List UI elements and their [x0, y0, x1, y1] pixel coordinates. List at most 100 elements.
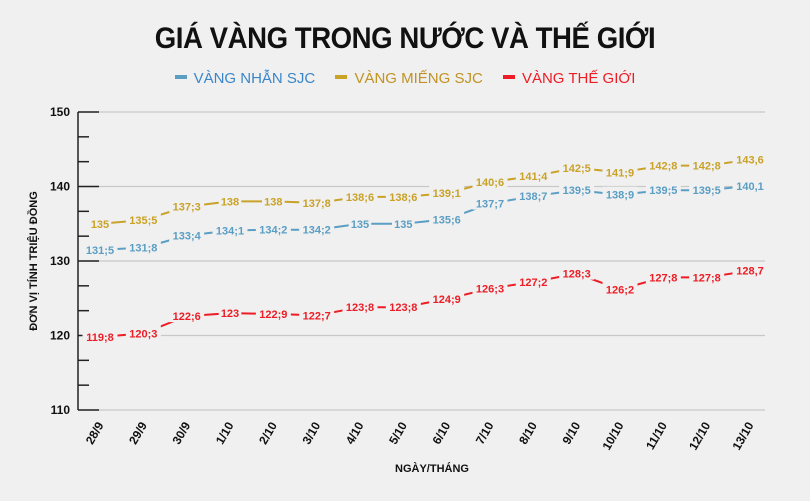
y-axis-title: ĐƠN VỊ TÍNH TRIỆU ĐỒNG: [27, 191, 40, 331]
data-label-bg: [429, 185, 465, 200]
data-label-bg: [559, 182, 595, 197]
data-label-bg: [732, 151, 768, 166]
data-label-bg: [559, 159, 595, 174]
data-label-bg: [342, 299, 378, 314]
data-label-bg: [515, 188, 551, 203]
series-line: [99, 269, 751, 338]
data-label: 126;3: [476, 284, 504, 296]
data-label-bg: [385, 188, 421, 203]
data-label-bg: [125, 239, 161, 254]
series-line: [99, 158, 751, 225]
data-label-bg: [169, 308, 205, 323]
data-label-bg: [602, 164, 638, 179]
data-label: 140;6: [476, 177, 504, 189]
data-label: 142;8: [693, 161, 721, 173]
x-tick-label: 13/10: [729, 419, 756, 452]
legend-label: VÀNG THẾ GIỚI: [521, 70, 636, 87]
data-label-bg: [348, 215, 372, 230]
data-label: 134;2: [259, 225, 287, 237]
data-label-bg: [472, 174, 508, 189]
legend-item-vang-nhan-sjc: VÀNG NHẪN SJC: [174, 70, 315, 87]
legend-swatch-icon: [174, 75, 187, 80]
x-tick-label: 12/10: [686, 419, 713, 452]
data-label-bg: [559, 265, 595, 280]
data-label-bg: [299, 307, 335, 322]
y-tick-label: 140: [50, 180, 70, 194]
data-label: 138: [264, 196, 282, 208]
data-label-bg: [689, 269, 725, 284]
legend-item-vang-the-gioi: VÀNG THẾ GIỚI: [502, 70, 636, 87]
y-tick-label: 120: [50, 329, 70, 343]
data-label-bg: [732, 177, 768, 192]
data-label: 122;6: [173, 311, 201, 323]
data-label: 142;5: [563, 163, 591, 175]
data-label: 127;8: [693, 272, 721, 284]
data-label: 137;3: [173, 202, 201, 214]
data-label: 128;3: [563, 269, 591, 281]
data-label: 141;9: [606, 167, 634, 179]
data-label: 139;5: [563, 185, 591, 197]
data-label: 135: [91, 219, 109, 231]
data-label-bg: [255, 305, 291, 320]
data-label-bg: [88, 215, 112, 230]
data-label-bg: [385, 299, 421, 314]
x-tick-label: 5/10: [386, 419, 410, 447]
data-label: 138;9: [606, 190, 634, 202]
data-label-bg: [429, 290, 465, 305]
data-label: 119;8: [86, 332, 114, 344]
data-label-bg: [125, 212, 161, 227]
data-label: 139;5: [693, 185, 721, 197]
data-label: 123;8: [346, 302, 374, 314]
series-line: [99, 184, 751, 251]
legend-item-vang-mieng-sjc: VÀNG MIẾNG SJC: [335, 70, 483, 87]
data-label: 122;9: [259, 309, 287, 321]
data-label-bg: [732, 262, 768, 277]
data-label: 141;4: [519, 171, 548, 183]
y-tick-label: 130: [50, 254, 70, 268]
data-label: 127;8: [649, 272, 677, 284]
x-tick-label: 8/10: [516, 419, 540, 447]
data-label-bg: [472, 195, 508, 210]
data-label-bg: [212, 222, 248, 237]
legend-swatch-icon: [502, 75, 515, 80]
x-tick-label: 9/10: [559, 419, 583, 447]
data-label: 126;2: [606, 284, 634, 296]
data-label-bg: [299, 194, 335, 209]
data-label: 134;1: [216, 225, 244, 237]
data-label-bg: [515, 273, 551, 288]
data-label-bg: [82, 328, 118, 343]
data-label-bg: [429, 211, 465, 226]
data-label-bg: [218, 305, 242, 320]
data-label-bg: [299, 221, 335, 236]
data-label: 135: [394, 219, 412, 231]
data-label-bg: [689, 157, 725, 172]
data-label: 135: [351, 219, 369, 231]
x-axis-title: NGÀY/THÁNG: [395, 462, 469, 475]
data-label: 123;8: [389, 302, 417, 314]
data-label: 140,1: [736, 181, 764, 193]
data-label: 131;8: [129, 243, 157, 255]
data-label: 120;3: [129, 328, 157, 340]
x-tick-label: 2/10: [256, 419, 280, 447]
data-label: 124;9: [433, 294, 461, 306]
x-tick-label: 11/10: [643, 419, 670, 452]
data-label: 134;2: [303, 225, 331, 237]
data-label-bg: [262, 193, 285, 208]
data-label-bg: [472, 280, 508, 295]
data-label-bg: [602, 281, 638, 296]
data-label-bg: [689, 182, 725, 197]
x-tick-label: 4/10: [343, 419, 367, 447]
data-label: 122;7: [303, 310, 331, 322]
x-tick-label: 6/10: [429, 419, 453, 447]
x-tick-label: 29/9: [126, 419, 150, 447]
data-label: 138;6: [389, 192, 417, 204]
data-label: 133;4: [173, 231, 202, 243]
data-label: 135;6: [433, 214, 461, 226]
x-tick-label: 10/10: [599, 419, 626, 452]
data-label-bg: [515, 168, 551, 183]
data-label-bg: [255, 221, 291, 236]
data-label-bg: [82, 241, 118, 256]
data-label: 137;7: [476, 199, 504, 211]
x-tick-label: 30/9: [169, 419, 193, 447]
